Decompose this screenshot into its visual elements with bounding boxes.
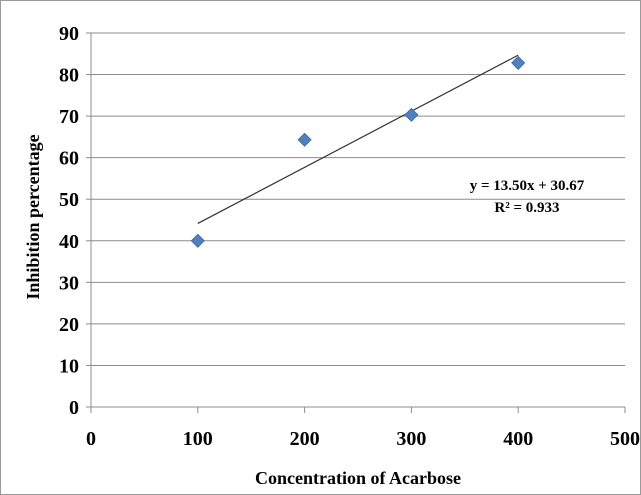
trendline-equation: y = 13.50x + 30.67 bbox=[470, 178, 585, 194]
y-tick-label: 20 bbox=[59, 314, 79, 336]
gridlines bbox=[91, 32, 625, 366]
y-tick-label: 50 bbox=[59, 189, 79, 211]
y-tick-label: 40 bbox=[59, 231, 79, 253]
y-tick-label: 60 bbox=[59, 148, 79, 170]
x-axis-title: Concentration of Acarbose bbox=[255, 468, 461, 488]
data-point-diamond bbox=[190, 233, 205, 248]
trendline-group bbox=[197, 54, 519, 224]
x-tick-label: 0 bbox=[86, 428, 96, 450]
trendline bbox=[197, 54, 519, 224]
axes bbox=[86, 32, 626, 413]
y-tick-label: 0 bbox=[69, 397, 79, 419]
y-tick-label: 10 bbox=[59, 355, 79, 377]
y-tick-label: 80 bbox=[59, 65, 79, 87]
x-tick-label: 500 bbox=[610, 428, 640, 450]
r-squared-label: R² = 0.933 bbox=[494, 200, 559, 216]
x-tick-label: 100 bbox=[183, 428, 213, 450]
data-points bbox=[190, 55, 526, 248]
data-point-diamond bbox=[404, 107, 419, 122]
y-tick-label: 70 bbox=[59, 106, 79, 128]
tick-labels: 0 10 20 30 40 50 60 70 80 90 0 100 200 300 400 500 bbox=[59, 23, 640, 450]
x-tick-label: 300 bbox=[396, 428, 426, 450]
y-tick-label: 90 bbox=[59, 23, 79, 45]
y-tick-label: 30 bbox=[59, 272, 79, 294]
x-tick-label: 400 bbox=[503, 428, 533, 450]
y-axis-title: Inhibition percentage bbox=[23, 134, 43, 299]
data-point-diamond bbox=[297, 132, 312, 147]
x-tick-label: 200 bbox=[290, 428, 320, 450]
data-point-diamond bbox=[511, 55, 526, 70]
